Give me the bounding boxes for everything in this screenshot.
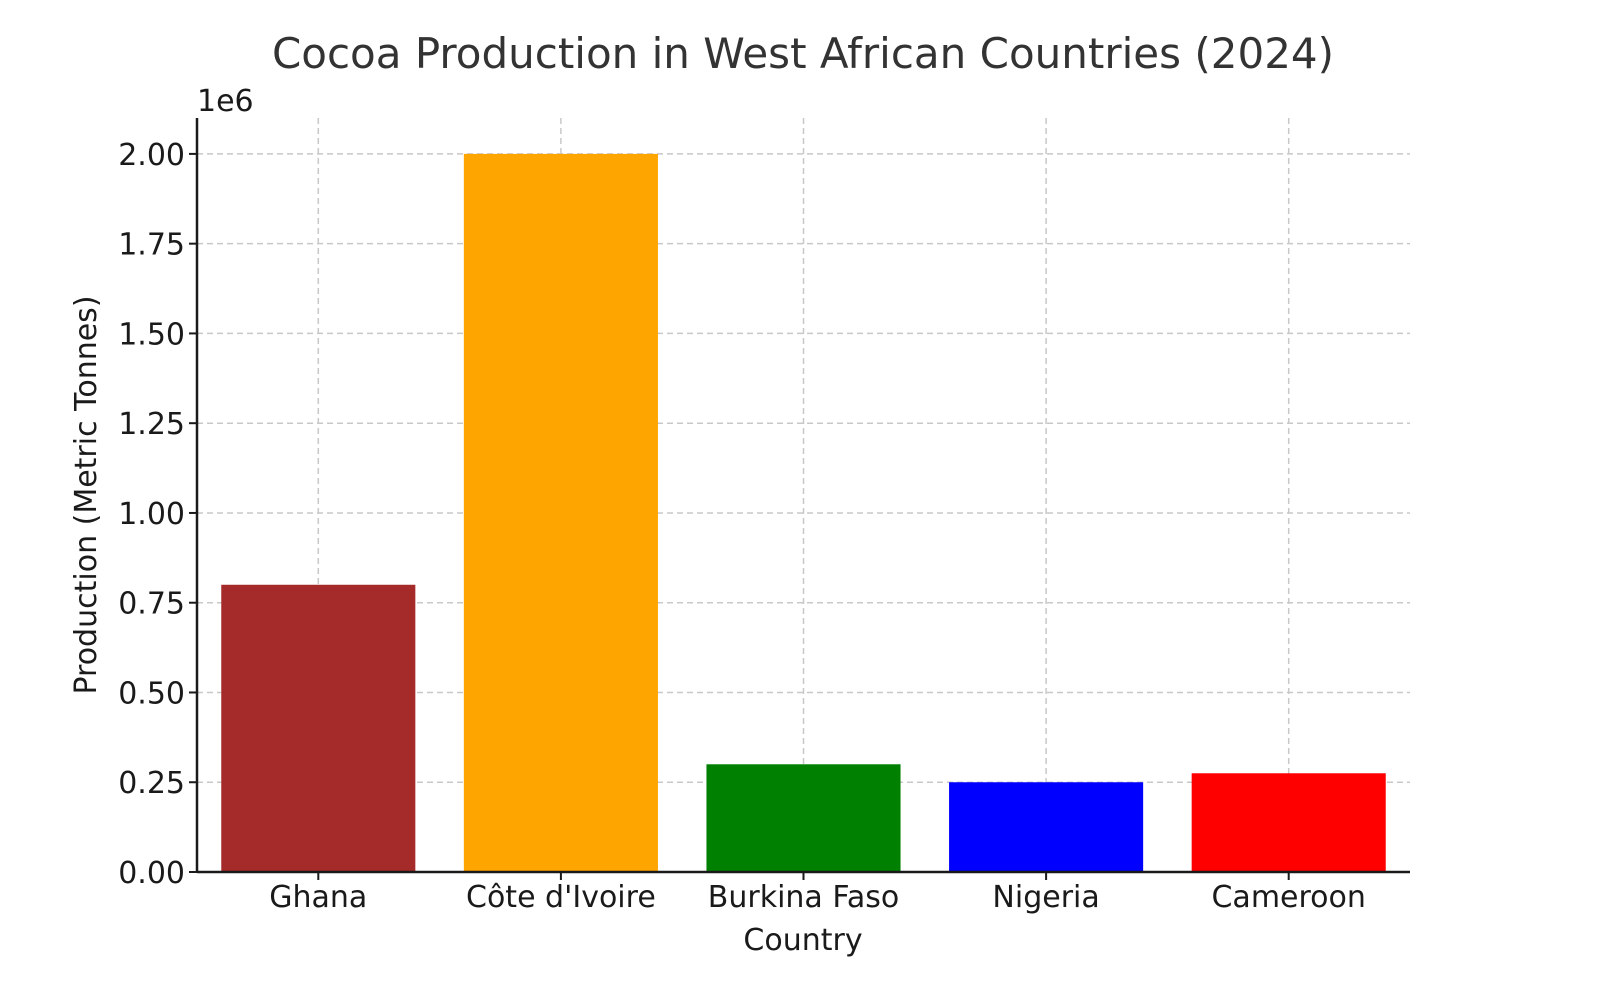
y-tick-label: 0.75: [118, 587, 185, 622]
x-tick-label: Côte d'Ivoire: [466, 880, 656, 915]
grid: [197, 118, 1410, 872]
y-tick-label: 0.50: [118, 676, 185, 711]
y-tick-label: 1.50: [118, 317, 185, 352]
ticks: 0.00 0.25 0.50 0.75 1.00 1.25 1.50 1.75 2.00 Ghan…: [118, 138, 1366, 915]
x-tick-label: Ghana: [269, 880, 367, 915]
x-tick-label: Burkina Faso: [708, 880, 899, 915]
bar-ghana: [221, 584, 416, 872]
bar-burkina-faso: [706, 764, 901, 872]
bar-nigeria: [949, 782, 1144, 872]
bar-c-te-d-ivoire: [463, 153, 658, 872]
y-tick-label: 0.00: [118, 856, 185, 891]
x-tick-label: Nigeria: [992, 880, 1099, 915]
y-tick-label: 1.25: [118, 407, 185, 442]
y-tick-label: 1.00: [118, 497, 185, 532]
x-axis-title: Country: [743, 923, 862, 958]
bar-cameroon: [1191, 773, 1386, 872]
y-tick-label: 0.25: [118, 766, 185, 801]
y-axis-title: Production (Metric Tonnes): [69, 295, 104, 694]
y-scale-label: 1e6: [197, 84, 254, 119]
chart-title: Cocoa Production in West African Countri…: [272, 29, 1334, 78]
bars: [221, 153, 1386, 872]
y-tick-label: 1.75: [118, 228, 185, 263]
y-tick-label: 2.00: [118, 138, 185, 173]
x-tick-label: Cameroon: [1211, 880, 1365, 915]
